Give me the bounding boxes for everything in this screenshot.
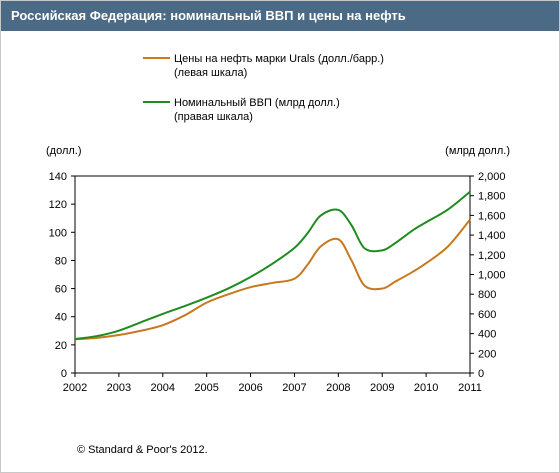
x-axis-tick-label: 2007 bbox=[282, 382, 306, 394]
legend-gdp-sublabel: (правая шкала) bbox=[174, 111, 253, 123]
legend-oil-sublabel: (левая шкала) bbox=[174, 67, 247, 79]
right-axis-tick-label: 800 bbox=[478, 289, 496, 301]
right-axis-tick-label: 2,000 bbox=[478, 171, 506, 183]
right-axis-tick-label: 400 bbox=[478, 329, 496, 341]
right-axis-tick-label: 600 bbox=[478, 309, 496, 321]
legend-oil-label: Цены на нефть марки Urals (долл./барр.) bbox=[174, 53, 384, 65]
oil-price-series-line bbox=[74, 218, 471, 341]
x-axis-tick-label: 2009 bbox=[370, 382, 394, 394]
right-axis-tick-label: 1,200 bbox=[478, 250, 506, 262]
plot-area bbox=[74, 175, 471, 374]
x-axis-tick-label: 2002 bbox=[63, 382, 87, 394]
right-axis-tick-label: 1,600 bbox=[478, 210, 506, 222]
left-axis-tick-label: 140 bbox=[49, 171, 67, 183]
left-axis-tick-label: 40 bbox=[55, 312, 67, 324]
right-axis-label: (млрд долл.) bbox=[445, 145, 510, 157]
copyright-text: © Standard & Poor's 2012. bbox=[77, 444, 208, 456]
right-axis-tick-label: 200 bbox=[478, 348, 496, 360]
left-axis-tick-label: 80 bbox=[55, 255, 67, 267]
x-axis-tick-label: 2008 bbox=[326, 382, 350, 394]
title-bar: Российская Федерация: номинальный ВВП и … bbox=[1, 1, 559, 31]
right-axis-tick-label: 0 bbox=[478, 368, 484, 380]
right-axis-tick-label: 1,800 bbox=[478, 191, 506, 203]
chart-title: Российская Федерация: номинальный ВВП и … bbox=[11, 8, 406, 23]
legend-gdp-label: Номинальный ВВП (млрд долл.) bbox=[174, 97, 340, 109]
left-axis-tick-label: 60 bbox=[55, 284, 67, 296]
left-axis-tick-label: 120 bbox=[49, 199, 67, 211]
left-axis-tick-label: 100 bbox=[49, 227, 67, 239]
right-axis-tick-label: 1,000 bbox=[478, 270, 506, 282]
left-axis-tick-label: 20 bbox=[55, 340, 67, 352]
x-axis-tick-label: 2005 bbox=[194, 382, 218, 394]
x-axis-tick-label: 2004 bbox=[151, 382, 175, 394]
right-axis-tick-label: 1,400 bbox=[478, 230, 506, 242]
left-axis-label: (долл.) bbox=[46, 145, 82, 157]
x-axis-tick-label: 2010 bbox=[414, 382, 438, 394]
x-axis-tick-label: 2003 bbox=[107, 382, 131, 394]
left-axis-tick-label: 0 bbox=[61, 368, 67, 380]
x-axis-tick-label: 2011 bbox=[458, 382, 482, 394]
x-axis-tick-label: 2006 bbox=[238, 382, 262, 394]
gdp-series-line bbox=[74, 190, 471, 341]
